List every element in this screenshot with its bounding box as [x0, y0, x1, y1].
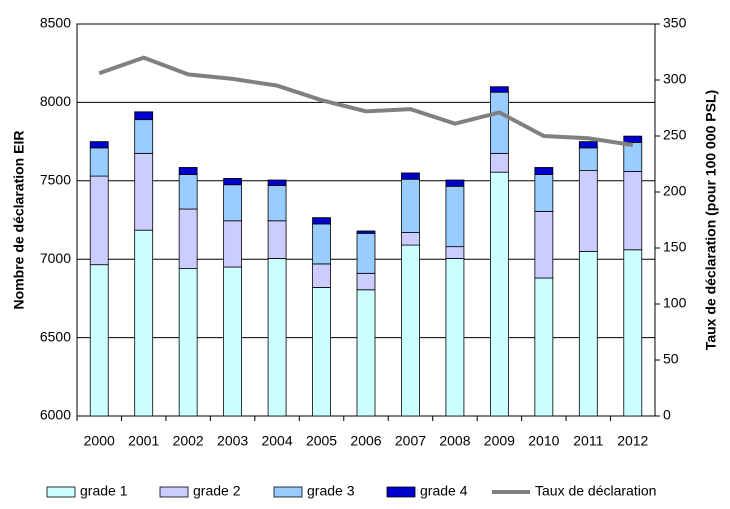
bar-segment — [267, 179, 287, 186]
x-tick-label: 2008 — [439, 433, 470, 449]
bar-segment — [89, 147, 109, 177]
y-tick-label: 8000 — [40, 93, 71, 109]
line-series — [98, 55, 634, 147]
y2-tick-label: 150 — [663, 239, 687, 255]
y-tick-label: 7500 — [40, 172, 71, 188]
bar-segment — [578, 141, 598, 149]
bar-segment — [312, 263, 331, 288]
bar-segment — [445, 179, 465, 187]
bar-segment — [356, 230, 376, 234]
bar-segment — [534, 210, 554, 279]
bar-segment — [401, 178, 420, 233]
x-tick-label: 2012 — [617, 433, 648, 449]
legend-label: grade 3 — [307, 483, 355, 499]
bar-segment — [267, 185, 287, 222]
bar-segment — [178, 208, 198, 270]
bar-segment — [312, 223, 331, 265]
y2-tick-label: 0 — [663, 407, 671, 423]
y2-axis-title: Taux de déclaration (pour 100 000 PSL) — [703, 90, 719, 350]
legend-label: grade 4 — [420, 483, 468, 499]
legend-label: grade 2 — [193, 483, 241, 499]
bar-segment — [89, 175, 109, 266]
bar-segment — [489, 171, 509, 417]
bar-segment — [89, 264, 109, 417]
x-tick-label: 2004 — [261, 433, 292, 449]
x-tick-label: 2011 — [573, 433, 603, 449]
y2-tick-label: 200 — [663, 183, 687, 199]
x-tick-label: 2009 — [484, 433, 515, 449]
y-axis-title: Nombre de déclaration EIR — [11, 131, 27, 310]
bar-segment — [578, 250, 598, 417]
x-tick-label: 2007 — [395, 433, 426, 449]
bar-segment — [401, 232, 420, 246]
bar-segment — [623, 135, 643, 143]
bar-segment — [534, 277, 554, 417]
bar-segment — [578, 147, 598, 172]
legend-swatch — [386, 486, 416, 498]
legend-swatch — [46, 486, 76, 498]
bar-segment — [267, 220, 287, 259]
y-tick-label: 8500 — [40, 15, 71, 31]
x-tick-label: 2005 — [306, 433, 337, 449]
y2-tick-label: 350 — [663, 15, 687, 31]
bar-segment — [445, 258, 465, 417]
y2-tick-label: 100 — [663, 295, 687, 311]
bar-segment — [623, 141, 643, 172]
bar-segment — [134, 111, 154, 121]
bar-segment — [312, 217, 331, 225]
bar-segment — [178, 268, 198, 417]
x-tick-label: 2006 — [350, 433, 381, 449]
bar-segment — [356, 272, 376, 291]
bar-segment — [356, 289, 376, 417]
bar-segment — [401, 244, 420, 417]
legend-label: Taux de déclaration — [535, 483, 656, 499]
legend-swatch — [273, 486, 303, 498]
bar-segment — [356, 232, 376, 274]
x-tick-label: 2010 — [528, 433, 559, 449]
bar-segment — [534, 174, 554, 212]
bar-segment — [223, 178, 243, 186]
y-tick-label: 6500 — [40, 328, 71, 344]
bar-segment — [445, 246, 465, 259]
bar-segment — [489, 91, 509, 154]
bar-segment — [534, 167, 554, 175]
y2-tick-label: 300 — [663, 71, 687, 87]
legend-swatch — [159, 486, 189, 498]
bar-segment — [445, 185, 465, 248]
bar-segment — [489, 86, 509, 93]
bar-segment — [89, 141, 109, 149]
x-tick-label: 2000 — [84, 433, 115, 449]
bar-segment — [623, 170, 643, 251]
y-tick-label: 7000 — [40, 250, 71, 266]
bar-segment — [178, 174, 198, 210]
bar-segment — [489, 152, 509, 173]
bar-segment — [267, 258, 287, 417]
bar-segment — [223, 266, 243, 417]
x-tick-label: 2002 — [173, 433, 204, 449]
bar-segment — [134, 119, 154, 154]
bar-segment — [312, 287, 331, 417]
legend-label: grade 1 — [80, 483, 128, 499]
x-tick-label: 2003 — [217, 433, 248, 449]
bar-segment — [623, 249, 643, 417]
y2-tick-label: 250 — [663, 127, 687, 143]
bar-segment — [178, 167, 198, 175]
bar-segment — [401, 172, 420, 180]
bar-segment — [134, 152, 154, 231]
y-tick-label: 6000 — [40, 407, 71, 423]
bar-segment — [223, 220, 243, 268]
bar-segment — [578, 170, 598, 252]
y2-tick-label: 50 — [663, 351, 679, 367]
bar-segment — [223, 184, 243, 222]
x-tick-label: 2001 — [128, 433, 159, 449]
bar-segment — [134, 229, 154, 417]
